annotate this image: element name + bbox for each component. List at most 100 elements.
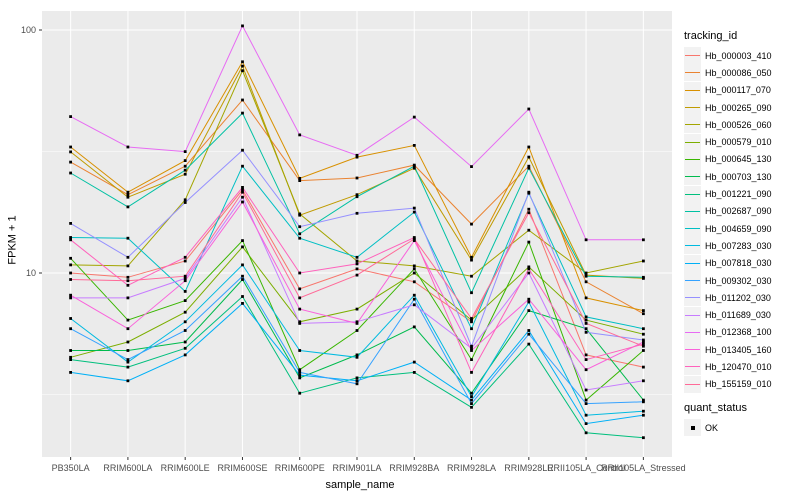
legend-key xyxy=(684,254,701,272)
data-point xyxy=(527,145,531,149)
data-point xyxy=(642,340,645,344)
data-point xyxy=(126,279,130,283)
data-point xyxy=(642,332,645,336)
data-point xyxy=(241,188,244,192)
data-point xyxy=(470,255,473,259)
data-point xyxy=(241,295,244,298)
legend-item-label: Hb_120470_010 xyxy=(705,361,772,372)
data-point xyxy=(355,376,359,380)
data-point xyxy=(355,273,359,277)
legend-key xyxy=(684,99,701,117)
data-point xyxy=(470,327,473,331)
legend-item: Hb_001221_090 xyxy=(684,185,800,203)
data-point xyxy=(298,212,302,216)
data-point xyxy=(584,353,588,357)
data-point xyxy=(298,225,302,229)
data-point xyxy=(298,177,302,180)
data-point xyxy=(69,349,72,352)
data-point xyxy=(241,195,244,199)
data-point xyxy=(69,115,72,118)
data-point xyxy=(584,368,588,372)
legend-key xyxy=(684,272,701,289)
data-point xyxy=(412,325,416,329)
square-marker-icon xyxy=(690,425,695,430)
legend-key xyxy=(684,133,701,151)
data-point xyxy=(298,320,302,324)
data-point xyxy=(241,164,244,168)
legend-item: Hb_011689_030 xyxy=(684,306,800,324)
legend-quant-status: quant_status OK xyxy=(684,402,800,437)
legend-item-label: Hb_000086_050 xyxy=(705,67,772,78)
data-point xyxy=(298,296,302,300)
data-point xyxy=(412,144,416,147)
data-point xyxy=(527,271,531,275)
line-swatch-icon xyxy=(685,383,700,385)
legend-item: Hb_007283_030 xyxy=(684,237,800,255)
legend-key xyxy=(684,341,701,359)
x-tick-label: RRIM901LA xyxy=(332,463,381,473)
data-point xyxy=(642,312,645,316)
data-point xyxy=(298,236,302,240)
legend-key xyxy=(684,81,701,99)
data-point xyxy=(527,228,531,232)
data-point xyxy=(298,376,302,380)
data-point xyxy=(355,176,359,180)
data-point xyxy=(470,405,473,409)
data-point xyxy=(355,267,359,271)
data-point xyxy=(412,239,416,242)
data-point xyxy=(355,320,359,324)
legend-key xyxy=(684,185,701,203)
data-point xyxy=(241,98,244,102)
data-point xyxy=(584,431,588,435)
data-point xyxy=(298,349,302,352)
data-point xyxy=(126,296,130,300)
data-point xyxy=(69,296,72,300)
legend-item: Hb_000645_130 xyxy=(684,150,800,168)
data-point xyxy=(584,358,588,361)
data-point xyxy=(642,342,645,346)
legend-item: Hb_012368_100 xyxy=(684,323,800,341)
data-point xyxy=(183,346,187,350)
data-point xyxy=(527,190,531,194)
data-point xyxy=(470,371,473,374)
data-point xyxy=(527,329,531,332)
data-point xyxy=(642,344,645,348)
data-point xyxy=(69,317,72,320)
quant-ok-label: OK xyxy=(705,422,719,433)
data-point xyxy=(241,60,244,64)
line-swatch-icon xyxy=(685,331,700,333)
line-swatch-icon xyxy=(685,141,700,143)
data-point xyxy=(355,195,359,199)
data-point xyxy=(126,195,130,199)
data-point xyxy=(183,259,187,263)
data-point xyxy=(527,107,531,111)
data-point xyxy=(183,299,187,302)
x-tick-label: RRIM928LE xyxy=(504,463,553,473)
data-point xyxy=(298,368,302,372)
line-swatch-icon xyxy=(685,366,700,368)
data-point xyxy=(183,150,187,153)
line-swatch-icon xyxy=(685,124,700,126)
legend-key xyxy=(684,116,701,134)
data-point xyxy=(126,190,130,194)
legend-item-label: Hb_007818_030 xyxy=(705,258,772,269)
data-point xyxy=(470,346,473,350)
legend-item-label: Hb_011202_030 xyxy=(705,292,771,303)
data-point xyxy=(470,317,473,320)
legend-key xyxy=(684,47,701,65)
data-point xyxy=(470,291,473,295)
data-point xyxy=(355,259,359,263)
data-point xyxy=(527,240,531,244)
data-point xyxy=(183,277,187,280)
data-point xyxy=(470,402,473,405)
data-point xyxy=(298,232,302,236)
data-point xyxy=(470,358,473,361)
data-point xyxy=(241,69,244,73)
data-point xyxy=(126,193,130,197)
x-tick-label: RRIM928BA xyxy=(389,463,439,473)
legend-key xyxy=(684,289,701,307)
x-tick-label: RRIM600SE xyxy=(217,463,267,473)
data-point xyxy=(298,307,302,311)
legend-item: Hb_000579_010 xyxy=(684,133,800,151)
data-point xyxy=(241,302,244,305)
